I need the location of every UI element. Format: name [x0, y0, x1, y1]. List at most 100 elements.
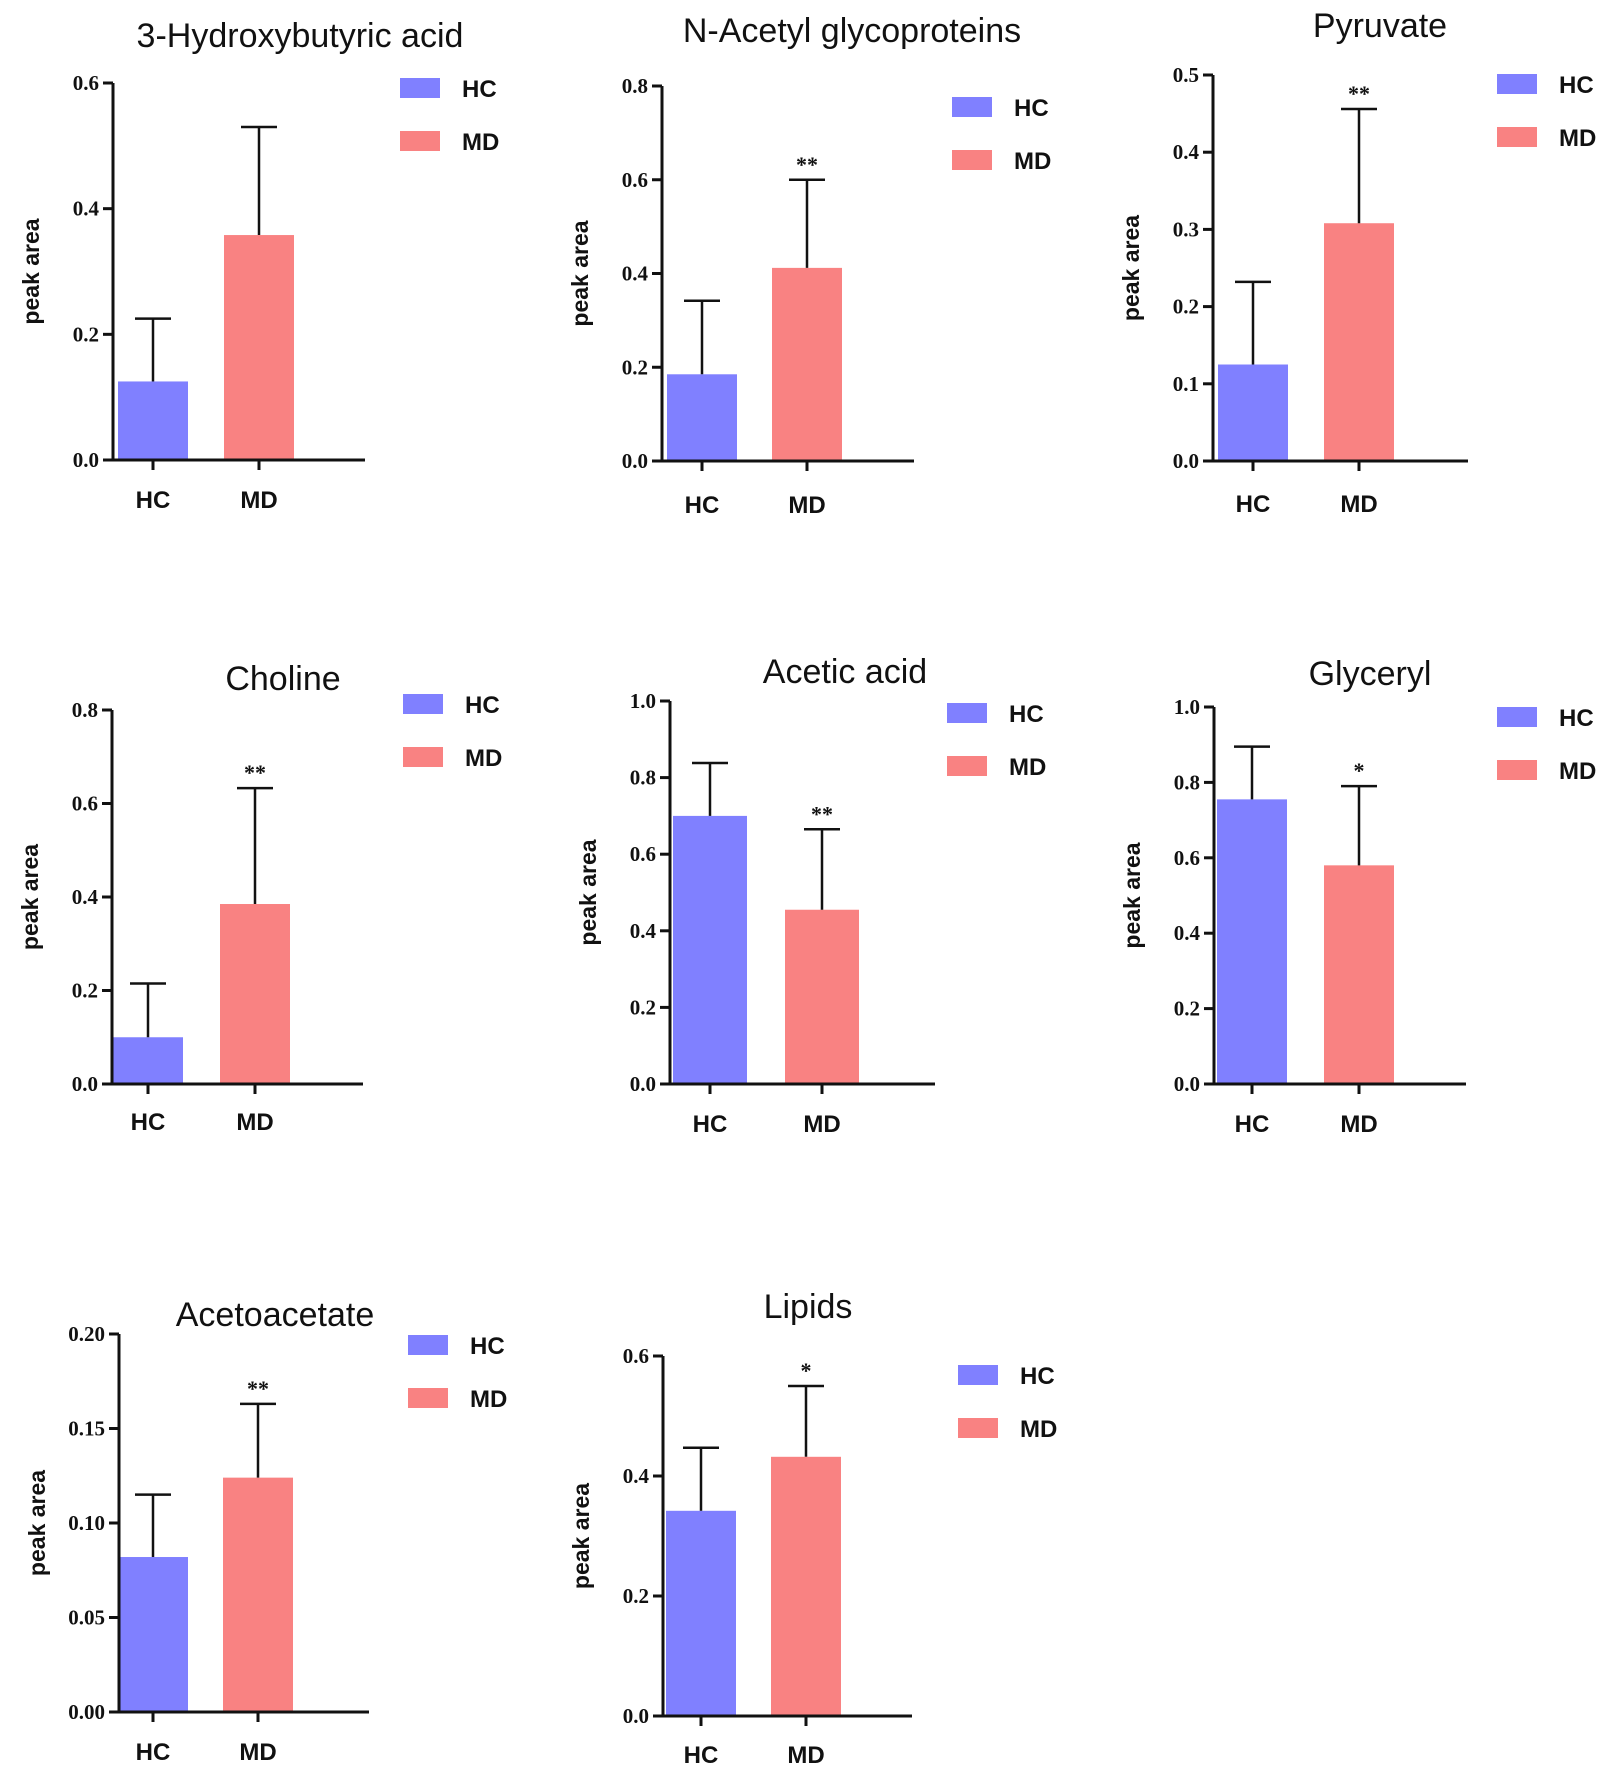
error-bar-md	[237, 786, 273, 905]
legend: HC MD	[1497, 705, 1596, 785]
significance-marker: **	[247, 1376, 269, 1401]
error-bar-hc	[692, 761, 728, 816]
y-axis-label: peak area	[567, 220, 593, 326]
x-tick-label: HC	[131, 1109, 166, 1136]
y-tick-label: 0.4	[1173, 140, 1200, 164]
legend-label-md: MD	[465, 745, 502, 772]
y-tick-label: 0.0	[73, 448, 99, 472]
chart-title: Glyceryl	[1309, 655, 1432, 693]
error-bar-md	[240, 1402, 276, 1478]
significance-marker: **	[244, 760, 266, 785]
error-bar-hc	[1235, 280, 1271, 365]
x-tick-label: HC	[1236, 491, 1271, 518]
y-tick-label: 0.0	[630, 1072, 656, 1096]
legend-label-hc: HC	[1009, 701, 1044, 728]
legend-swatch-md	[1497, 127, 1537, 147]
legend-swatch-md	[400, 131, 440, 151]
chart-panel: Lipids peak area HC MD * 0.0 0.2 0.4 0.6 HC MD	[568, 1288, 1057, 1769]
y-tick-label: 0.2	[72, 979, 98, 1003]
y-tick-label: 0.6	[623, 1344, 649, 1368]
y-axis-label: peak area	[18, 218, 44, 324]
y-tick-label: 0.2	[623, 1584, 649, 1608]
x-tick-label: MD	[236, 1109, 273, 1136]
bar-md	[223, 1477, 293, 1712]
legend-label-md: MD	[470, 1386, 507, 1413]
y-tick-label: 0.4	[1174, 921, 1201, 945]
legend-swatch-md	[1497, 760, 1537, 780]
legend: HC MD	[958, 1363, 1057, 1443]
y-tick-label: 0.2	[1174, 997, 1200, 1021]
error-bar-md	[804, 828, 840, 910]
chart-title: Pyruvate	[1313, 7, 1447, 45]
y-tick-label: 0.4	[73, 197, 100, 221]
bar-md	[785, 909, 859, 1084]
y-tick-label: 0.4	[622, 262, 649, 286]
bar-md	[772, 267, 842, 461]
legend-label-hc: HC	[462, 76, 497, 103]
legend-swatch-md	[408, 1388, 448, 1408]
y-tick-label: 0.4	[630, 919, 657, 943]
legend-label-hc: HC	[1559, 705, 1594, 732]
y-tick-label: 0.1	[1173, 372, 1199, 396]
error-bar-hc	[130, 982, 166, 1038]
y-tick-label: 0.0	[1173, 449, 1199, 473]
y-tick-label: 0.0	[623, 1704, 649, 1728]
x-tick-label: MD	[240, 487, 277, 514]
legend-label-md: MD	[1559, 125, 1596, 152]
legend: HC MD	[1497, 72, 1596, 152]
chart-panel: N-Acetyl glycoproteins peak area HC MD ** 0.0…	[567, 12, 1051, 519]
y-tick-label: 0.8	[630, 766, 656, 790]
legend: HC MD	[408, 1333, 507, 1413]
legend-label-md: MD	[1559, 758, 1596, 785]
significance-marker: **	[1348, 81, 1370, 106]
x-tick-label: MD	[1340, 491, 1377, 518]
bar-hc	[118, 1557, 188, 1712]
legend-swatch-hc	[408, 1335, 448, 1355]
legend-swatch-md	[403, 747, 443, 767]
y-axis-label: peak area	[1119, 842, 1145, 948]
legend-swatch-hc	[952, 97, 992, 117]
y-tick-label: 0.00	[68, 1700, 105, 1724]
x-tick-label: HC	[693, 1111, 728, 1138]
error-bar-md	[788, 1384, 824, 1457]
legend-swatch-md	[952, 150, 992, 170]
bar-hc	[667, 374, 737, 461]
legend: HC MD	[947, 701, 1046, 781]
y-tick-label: 0.6	[73, 71, 99, 95]
y-axis-label: peak area	[568, 1483, 594, 1589]
legend: HC MD	[952, 95, 1051, 175]
bar-hc	[666, 1510, 736, 1716]
y-tick-label: 0.6	[1174, 846, 1200, 870]
bar-hc	[1217, 799, 1287, 1084]
legend-swatch-hc	[400, 78, 440, 98]
chart-panel: Glyceryl peak area HC MD * 0.0 0.2 0.4 0.6 0.8 1.0…	[1119, 655, 1596, 1138]
y-tick-label: 0.8	[72, 698, 98, 722]
y-tick-label: 1.0	[1174, 695, 1200, 719]
y-tick-label: 0.5	[1173, 63, 1199, 87]
x-tick-label: MD	[787, 1742, 824, 1769]
legend-swatch-hc	[1497, 707, 1537, 727]
y-tick-label: 0.2	[622, 355, 648, 379]
chart-title: Choline	[225, 660, 340, 698]
legend-label-hc: HC	[465, 692, 500, 719]
y-tick-label: 0.05	[68, 1606, 105, 1630]
chart-panel: Acetoacetate peak area HC MD ** 0.00 0.05 0.10 0…	[24, 1296, 507, 1766]
legend-label-md: MD	[1009, 754, 1046, 781]
y-tick-label: 0.10	[68, 1511, 105, 1535]
error-bar-hc	[684, 299, 720, 375]
bar-md	[1324, 223, 1394, 461]
y-tick-label: 0.4	[72, 885, 99, 909]
bar-md	[771, 1456, 841, 1716]
chart-panel: Pyruvate peak area HC MD ** 0.0 0.1 0.2 0.3 0.4 0.…	[1118, 7, 1596, 518]
error-bar-md	[789, 178, 825, 268]
legend-label-hc: HC	[1020, 1363, 1055, 1390]
bar-md	[220, 904, 290, 1084]
legend-label-hc: HC	[1559, 72, 1594, 99]
bar-hc	[113, 1037, 183, 1084]
legend-label-hc: HC	[1014, 95, 1049, 122]
legend-label-hc: HC	[470, 1333, 505, 1360]
y-tick-label: 0.0	[72, 1072, 98, 1096]
y-tick-label: 0.6	[72, 792, 98, 816]
legend-swatch-hc	[947, 703, 987, 723]
chart-panel: Choline peak area HC MD ** 0.0 0.2 0.4 0.6 0.8 HC M…	[17, 660, 502, 1136]
